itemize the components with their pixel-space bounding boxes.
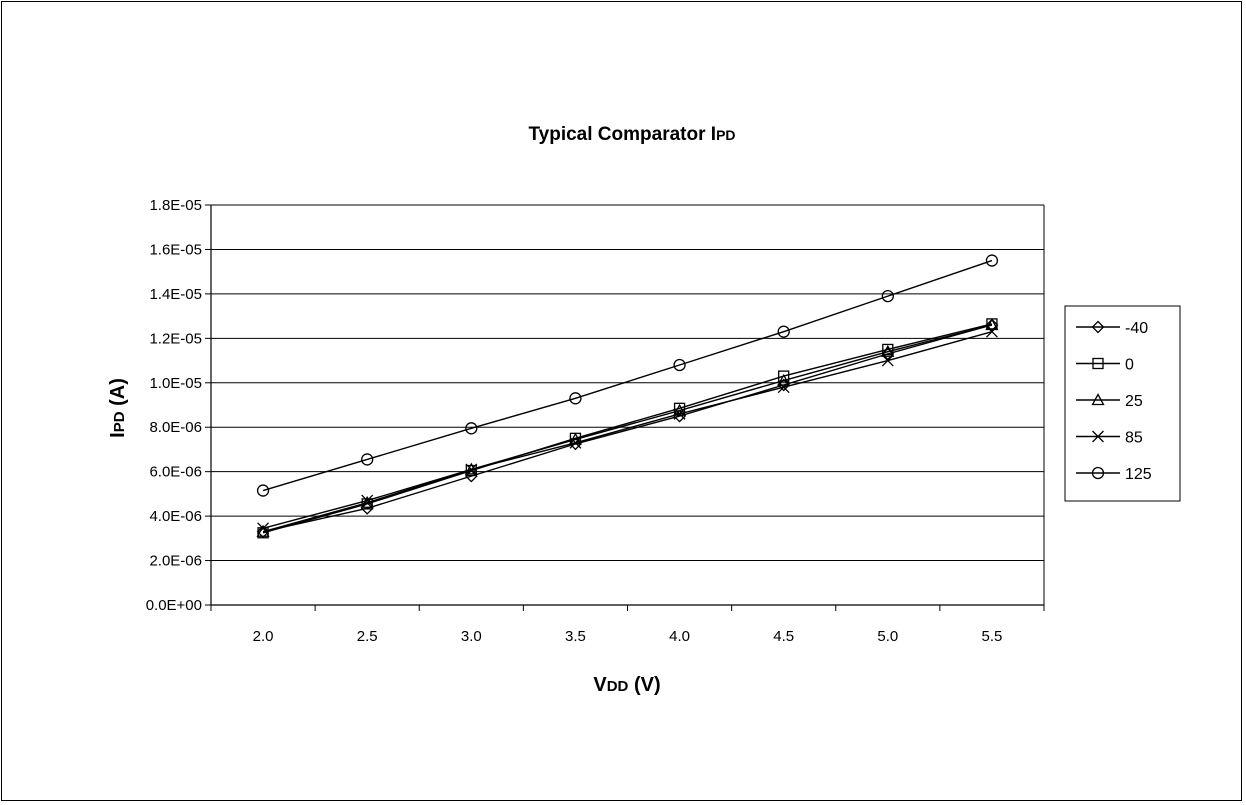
chart-title: Typical Comparator IPD (528, 124, 735, 145)
x-tick-label: 5.5 (982, 628, 1003, 645)
y-tick-label: 1.4E-05 (149, 286, 202, 303)
x-tick-label: 4.0 (669, 628, 690, 645)
data-point-25 (777, 373, 791, 386)
legend-marker-125 (1091, 466, 1105, 480)
data-point-85 (777, 381, 790, 394)
y-tick-label: 1.0E-05 (149, 375, 202, 392)
legend-label--40: -40 (1125, 320, 1148, 337)
x-tick-label: 3.5 (565, 628, 586, 645)
x-tick-label: 3.0 (461, 628, 482, 645)
y-axis-title: IPD (V) (A) (107, 378, 129, 438)
data-point-125 (673, 358, 686, 372)
data-point-0 (882, 343, 894, 356)
x-axis-title-subscript: DD (607, 678, 629, 695)
gridlines (211, 204, 1044, 562)
y-tick-label: 1.2E-05 (149, 330, 202, 347)
series-line-25 (262, 324, 993, 533)
legend-marker-0 (1092, 357, 1104, 370)
legend-label-25: 25 (1125, 393, 1143, 410)
legend-label-0: 0 (1125, 357, 1134, 374)
data-point-125 (256, 484, 270, 497)
data-point--40 (360, 501, 374, 515)
series-line-125 (262, 259, 993, 492)
series-lines (256, 254, 999, 539)
legend: -40 0 25 85 125 (1064, 305, 1181, 502)
data-point-85 (569, 436, 582, 449)
series-line-0 (262, 323, 993, 534)
legend-box (1064, 305, 1181, 502)
y-tick-label: 4.0E-06 (149, 508, 202, 525)
x-axis-title: VDD (V) (593, 674, 660, 696)
data-point-85 (361, 494, 374, 507)
y-tick-label: 1.8E-05 (149, 197, 202, 214)
data-point-25 (985, 318, 999, 331)
data-point-125 (465, 422, 478, 435)
data-point-85 (465, 463, 478, 476)
data-point-25 (672, 403, 687, 416)
series-line-85 (262, 330, 993, 530)
legend-label-125: 125 (1125, 466, 1152, 483)
tick-labels: 0.0E+00 2.0E-06 4.0E-06 6.0E-06 8.0E-06 1.0E-… (146, 197, 1003, 645)
data-point-25 (881, 344, 895, 357)
data-point-85 (985, 325, 998, 338)
legend-marker--40 (1091, 320, 1105, 334)
y-tick-label: 8.0E-06 (149, 419, 202, 436)
y-tick-label: 2.0E-06 (149, 553, 202, 570)
x-tick-label: 4.5 (773, 628, 794, 645)
legend-marker-25 (1091, 393, 1105, 406)
chart-title-subscript: PD (716, 127, 735, 143)
data-point-125 (985, 254, 999, 267)
x-tick-label: 5.0 (877, 628, 898, 645)
legend-marker-85 (1092, 430, 1104, 443)
axes (205, 204, 1045, 611)
legend-label-85: 85 (1125, 430, 1143, 447)
data-point-125 (569, 392, 582, 405)
data-point-85 (673, 407, 686, 420)
data-point-85 (257, 522, 270, 535)
data-point-125 (361, 453, 374, 466)
data-point-125 (777, 325, 790, 338)
data-point-85 (881, 354, 894, 367)
data-point-25 (568, 432, 583, 445)
y-tick-label: 0.0E+00 (146, 597, 202, 614)
x-tick-label: 2.5 (357, 628, 378, 645)
y-tick-label: 1.6E-05 (149, 241, 202, 258)
data-point--40 (985, 318, 999, 332)
y-tick-label: 6.0E-06 (149, 464, 202, 481)
y-axis-title-subscript: PD (111, 411, 128, 432)
x-tick-label: 2.0 (253, 628, 274, 645)
data-point-125 (881, 289, 894, 303)
series-line--40 (262, 324, 993, 533)
data-point-25 (360, 495, 374, 508)
